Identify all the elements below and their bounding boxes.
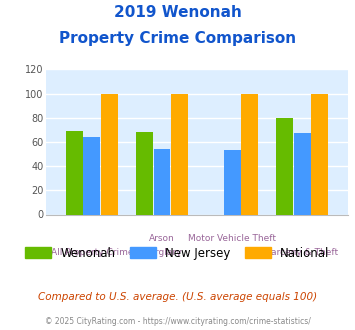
Text: Arson: Arson [149,234,175,243]
Bar [171,93,188,214]
Text: © 2025 CityRating.com - https://www.cityrating.com/crime-statistics/: © 2025 CityRating.com - https://www.city… [45,317,310,326]
Bar [294,133,311,214]
Text: Motor Vehicle Theft: Motor Vehicle Theft [188,234,276,243]
Text: Larceny & Theft: Larceny & Theft [266,248,338,257]
Bar [101,93,118,214]
Text: Compared to U.S. average. (U.S. average equals 100): Compared to U.S. average. (U.S. average … [38,292,317,302]
Text: Property Crime Comparison: Property Crime Comparison [59,31,296,46]
Text: Burglary: Burglary [143,248,181,257]
Bar [83,137,100,214]
Bar [241,93,258,214]
Text: 2019 Wenonah: 2019 Wenonah [114,5,241,20]
Legend: Wenonah, New Jersey, National: Wenonah, New Jersey, National [25,247,330,260]
Bar [276,118,293,214]
Bar [311,93,328,214]
Bar [66,131,83,214]
Bar [136,132,153,214]
Text: All Property Crime: All Property Crime [50,248,133,257]
Bar [224,150,241,214]
Bar [153,149,170,214]
